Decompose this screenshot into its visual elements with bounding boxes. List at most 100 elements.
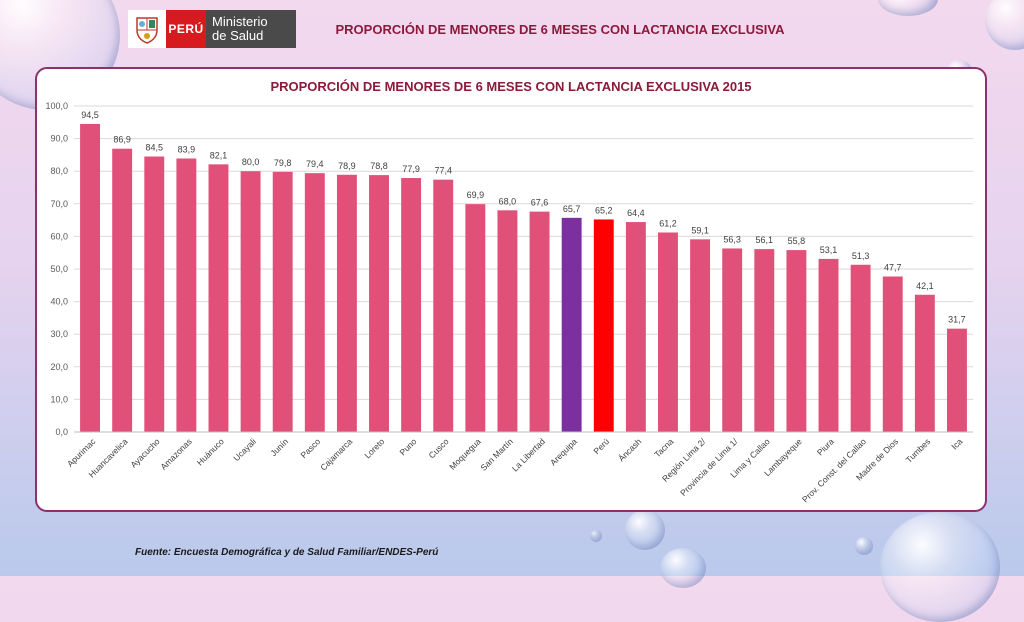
data-label: 61,2 — [659, 218, 677, 228]
bar — [529, 211, 550, 432]
bar — [593, 219, 614, 432]
data-label: 82,1 — [210, 150, 228, 160]
chart-panel: PROPORCIÓN DE MENORES DE 6 MESES CON LAC… — [35, 67, 987, 512]
bar — [882, 276, 903, 432]
bar — [465, 204, 486, 432]
y-tick-label: 30,0 — [50, 329, 68, 339]
y-tick-label: 10,0 — [50, 394, 68, 404]
bar — [80, 123, 101, 433]
x-tick-label: Ayacucho — [128, 436, 162, 470]
bar — [946, 328, 967, 432]
decorative-bubble — [660, 548, 706, 588]
data-label: 56,3 — [723, 234, 741, 244]
data-label: 86,9 — [113, 135, 131, 145]
bar — [850, 264, 871, 432]
x-tick-label: Pasco — [298, 436, 322, 460]
bar — [369, 175, 389, 432]
data-label: 78,8 — [370, 161, 388, 171]
y-tick-label: 0,0 — [55, 427, 68, 437]
bar — [144, 156, 165, 432]
bar — [690, 239, 711, 432]
bar — [272, 171, 293, 432]
source-note: Fuente: Encuesta Demográfica y de Salud … — [135, 547, 439, 558]
y-tick-label: 40,0 — [50, 297, 68, 307]
y-tick-label: 100,0 — [45, 101, 68, 111]
bar — [176, 158, 197, 432]
x-tick-label: Moquegua — [447, 436, 483, 472]
coat-of-arms-icon — [128, 10, 166, 48]
y-tick-label: 80,0 — [50, 166, 68, 176]
bar — [722, 248, 743, 432]
x-tick-label: La Libertad — [510, 436, 547, 473]
decorative-bubble — [625, 510, 665, 550]
x-tick-label: Tumbes — [904, 436, 933, 465]
data-label: 51,3 — [852, 251, 870, 261]
y-tick-label: 70,0 — [50, 199, 68, 209]
bar — [625, 222, 646, 432]
decorative-bubble — [855, 537, 873, 555]
page-title: PROPORCIÓN DE MENORES DE 6 MESES CON LAC… — [335, 22, 785, 37]
x-tick-label: Junín — [268, 436, 290, 458]
data-label: 47,7 — [884, 262, 902, 272]
bar — [401, 178, 422, 432]
bar — [208, 164, 229, 432]
data-label: 77,4 — [434, 166, 452, 176]
x-tick-label: Puno — [397, 436, 418, 457]
data-label: 83,9 — [178, 144, 196, 154]
bar — [754, 249, 775, 432]
ministry-line-1: Ministerio — [212, 14, 268, 29]
decorative-bubble — [878, 0, 938, 16]
data-label: 78,9 — [338, 161, 356, 171]
decorative-bubble — [590, 530, 602, 542]
bar — [304, 173, 325, 432]
data-label: 84,5 — [146, 143, 164, 153]
x-tick-label: Ica — [949, 436, 964, 451]
bar — [433, 179, 454, 432]
x-tick-label: Apurimac — [65, 436, 98, 469]
x-tick-label: Arequipa — [548, 436, 579, 467]
bar — [497, 210, 518, 432]
data-label: 79,4 — [306, 159, 324, 169]
x-tick-label: Perú — [591, 436, 611, 456]
data-label: 69,9 — [467, 190, 485, 200]
x-tick-label: Loreto — [362, 436, 386, 460]
y-tick-label: 50,0 — [50, 264, 68, 274]
data-label: 31,7 — [948, 315, 966, 325]
ministry-logo: PERÚ Ministerio de Salud — [128, 10, 296, 48]
bar — [818, 258, 839, 432]
ministry-line-2: de Salud — [212, 28, 264, 43]
x-tick-label: Ucayali — [231, 436, 258, 463]
data-label: 56,1 — [756, 235, 774, 245]
y-tick-label: 20,0 — [50, 362, 68, 372]
x-tick-label: Cusco — [427, 436, 451, 460]
country-label: PERÚ — [166, 10, 206, 48]
data-label: 42,1 — [916, 281, 934, 291]
x-tick-label: Provincia de Lima 1/ — [678, 436, 740, 498]
data-label: 65,7 — [563, 204, 581, 214]
x-tick-label: Tacna — [652, 436, 675, 459]
data-label: 77,9 — [402, 164, 420, 174]
bar — [240, 171, 261, 432]
data-label: 64,4 — [627, 208, 645, 218]
bar — [112, 148, 133, 432]
data-label: 68,0 — [499, 196, 517, 206]
bar — [561, 217, 582, 432]
bar — [914, 294, 935, 432]
data-label: 80,0 — [242, 157, 260, 167]
ministry-name: Ministerio de Salud — [206, 10, 296, 48]
bar — [786, 250, 807, 432]
y-tick-label: 60,0 — [50, 231, 68, 241]
x-tick-label: Cajamarca — [318, 436, 354, 472]
data-label: 94,5 — [81, 110, 99, 120]
decorative-bubble — [880, 512, 1000, 622]
data-label: 59,1 — [691, 225, 709, 235]
x-tick-label: Amazonas — [158, 436, 193, 471]
data-label: 79,8 — [274, 158, 292, 168]
data-label: 53,1 — [820, 245, 838, 255]
bar — [336, 174, 357, 432]
decorative-bubble — [985, 0, 1024, 50]
bar-chart: 0,0 10,0 20,0 30,0 40,0 50,0 60,0 70,0 80,0 90,0 1… — [45, 101, 973, 504]
x-tick-label: Piura — [815, 436, 836, 457]
data-label: 55,8 — [788, 236, 806, 246]
data-label: 67,6 — [531, 198, 549, 208]
